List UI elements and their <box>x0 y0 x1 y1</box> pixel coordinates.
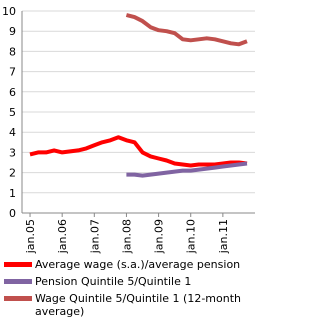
series-line <box>29 135 248 168</box>
x-tick-label: jan.05 <box>24 219 37 254</box>
x-tick-label: jan.09 <box>153 219 166 254</box>
x-tick-label: jan.06 <box>56 219 69 254</box>
legend-label: Pension Quintile 5/Quintile 1 <box>35 275 192 288</box>
x-tick-label: jan.08 <box>120 219 133 254</box>
y-tick-label: 4 <box>9 126 16 139</box>
legend-item: Wage Quintile 5/Quintile 1 (12-month ave… <box>4 292 256 318</box>
x-tick-label: jan.07 <box>88 219 101 254</box>
legend-label: Wage Quintile 5/Quintile 1 (12-month ave… <box>35 292 242 318</box>
y-tick-label: 6 <box>9 86 16 99</box>
chart: 0 1 2 3 4 5 6 7 8 9 10 jan.05 jan.06 jan.07 jan.08 jan.… <box>2 5 255 254</box>
y-tick-label: 8 <box>9 45 16 58</box>
y-tick-label: 2 <box>9 167 16 180</box>
legend-swatch <box>4 262 32 267</box>
y-tick-label: 5 <box>9 106 16 119</box>
legend-swatch <box>4 279 32 284</box>
series-line <box>126 161 248 178</box>
legend-label: Average wage (s.a.)/average pension <box>35 258 241 271</box>
series-line <box>125 13 248 47</box>
y-tick-label: 0 <box>9 207 16 220</box>
x-tick-label: jan.11 <box>217 219 230 254</box>
y-tick-label: 9 <box>9 25 16 38</box>
legend-swatch <box>4 296 32 301</box>
y-tick-label: 10 <box>2 5 16 18</box>
y-tick-label: 3 <box>9 146 16 159</box>
page: 0 1 2 3 4 5 6 7 8 9 10 jan.05 jan.06 jan.07 jan.08 jan.… <box>2 5 256 322</box>
legend: Average wage (s.a.)/average pension Pensi… <box>4 258 256 322</box>
legend-item: Pension Quintile 5/Quintile 1 <box>4 275 256 288</box>
x-tick-label: jan.10 <box>185 219 198 254</box>
y-tick-label: 7 <box>9 66 16 79</box>
legend-item: Average wage (s.a.)/average pension <box>4 258 256 271</box>
y-tick-label: 1 <box>9 187 16 200</box>
